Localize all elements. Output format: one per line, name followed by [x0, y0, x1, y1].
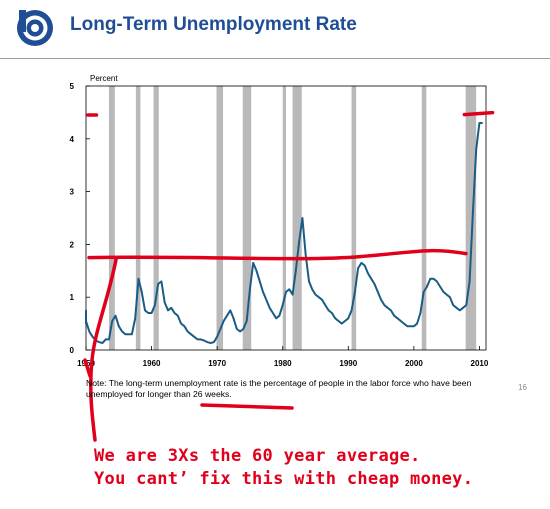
slide-header: Long-Term Unemployment Rate	[0, 0, 550, 50]
y-tick-label: 5	[70, 82, 75, 91]
x-tick-label: 1980	[274, 359, 292, 368]
axis-origin-mark	[83, 358, 92, 378]
y-tick-label: 2	[70, 240, 75, 249]
average-level-mark	[87, 248, 468, 261]
recession-band	[153, 86, 159, 350]
recession-band	[292, 86, 302, 350]
x-tick-label: 1970	[208, 359, 226, 368]
annotation-connector	[89, 257, 118, 442]
recession-bands	[108, 86, 477, 350]
page-number: 16	[518, 383, 527, 392]
annotation-line-1: We are 3Xs the 60 year average.	[94, 446, 421, 466]
header-divider	[0, 58, 550, 59]
x-tick-label: 2000	[405, 359, 423, 368]
recession-band	[242, 86, 252, 350]
hand-drawn-annotations	[83, 110, 495, 442]
recession-band	[216, 86, 224, 350]
annotation-line-2: You cant’ fix this with cheap money.	[94, 469, 474, 489]
recession-band	[108, 86, 115, 350]
y-tick-label: 4	[70, 135, 75, 144]
y-tick-label: 0	[70, 346, 75, 355]
page-title: Long-Term Unemployment Rate	[70, 14, 357, 35]
plot-frame	[85, 85, 487, 351]
x-tick-label: 1990	[339, 359, 357, 368]
x-tick-label: 2010	[471, 359, 489, 368]
y-axis-label: Percent	[90, 74, 118, 83]
recession-band	[465, 86, 477, 350]
recession-band	[351, 86, 357, 350]
y-tick-label: 1	[70, 293, 75, 302]
recession-band	[421, 86, 427, 350]
recession-band	[282, 86, 286, 350]
x-tick-label: 1960	[143, 359, 161, 368]
current-level-mark	[462, 110, 495, 117]
chart-note: Note: The long-term unemployment rate is…	[86, 378, 472, 399]
y-tick-label: 3	[70, 188, 75, 197]
note-underline	[200, 403, 294, 410]
recession-band	[135, 86, 141, 350]
brand-logo-icon	[17, 10, 53, 46]
series-line-long-term-unemployment	[85, 122, 483, 345]
